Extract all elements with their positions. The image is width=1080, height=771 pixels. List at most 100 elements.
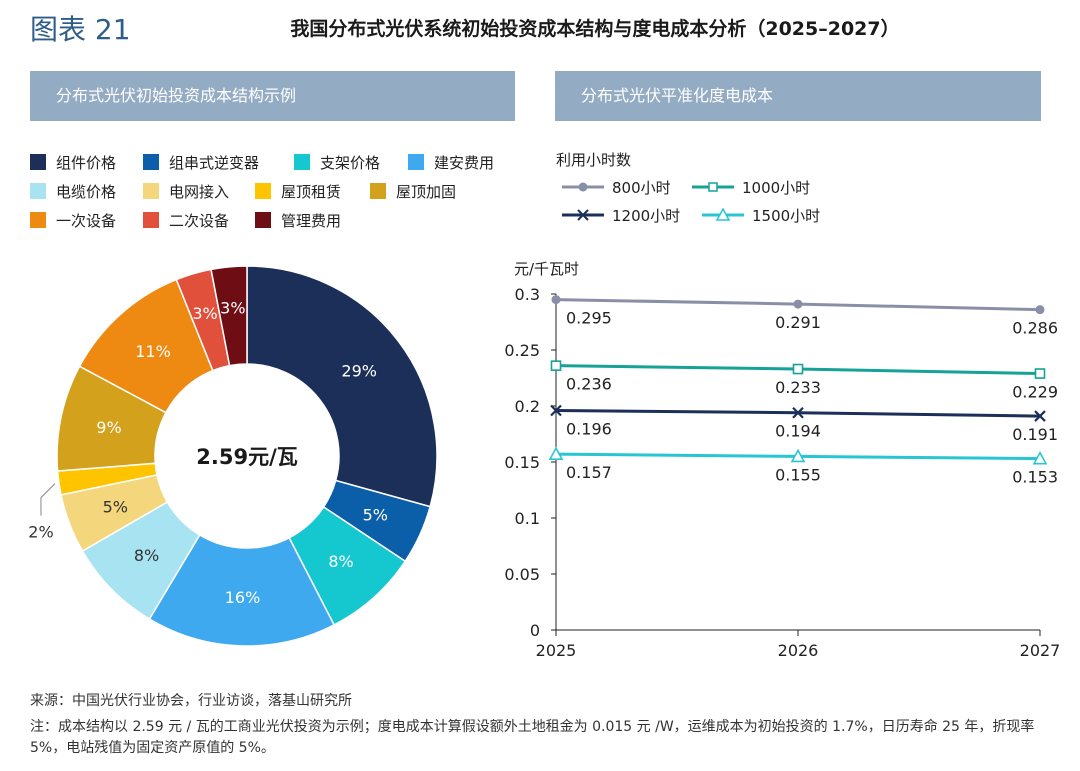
y-tick-label: 0.15 [504, 453, 540, 472]
donut-center-label: 2.59元/瓦 [196, 445, 297, 469]
line-legend-marker [562, 182, 604, 192]
legend-swatch [30, 154, 46, 170]
legend-item: 电网接入 [143, 181, 229, 202]
legend-label: 建安费用 [434, 154, 495, 172]
legend-item: 屋顶租赁 [255, 181, 341, 202]
line-legend-label: 800小时 [612, 179, 671, 197]
x-tick-label: 2026 [778, 641, 819, 660]
legend-item: 屋顶加固 [370, 181, 456, 202]
data-point [1032, 450, 1048, 465]
line-legend-marker [562, 209, 604, 221]
legend-item: 组件价格 [30, 152, 116, 173]
data-label: 0.291 [775, 313, 821, 332]
line-legend-marker [692, 182, 734, 192]
legend-swatch [30, 183, 46, 199]
legend-item: 电缆价格 [30, 181, 116, 202]
data-point [551, 295, 561, 305]
slice-label: 5% [103, 497, 128, 516]
data-label: 0.194 [775, 422, 821, 441]
slice-label: 3% [192, 304, 217, 323]
y-tick-label: 0 [530, 621, 540, 640]
line-legend-item: 1000小时 [690, 177, 810, 198]
slice-label: 8% [134, 546, 159, 565]
line-legend-item: 800小时 [560, 177, 671, 198]
slice-label: 2% [28, 523, 53, 542]
data-point [550, 404, 562, 417]
slice-label: 8% [328, 552, 353, 571]
line-legend-marker [702, 207, 744, 221]
legend-item: 组串式逆变器 [143, 152, 259, 173]
legend-label: 屋顶租赁 [281, 183, 342, 201]
line-legend-item: 1200小时 [560, 205, 680, 226]
donut-slice [148, 533, 336, 647]
data-point [1035, 305, 1045, 315]
legend-label: 组串式逆变器 [169, 154, 260, 172]
left-panel-header: 分布式光伏初始投资成本结构示例 [30, 71, 515, 121]
legend-label: 支架价格 [320, 154, 381, 172]
data-point [548, 446, 564, 460]
legend-label: 管理费用 [281, 212, 342, 230]
line-legend-item: 1500小时 [700, 205, 820, 226]
data-label: 0.295 [566, 309, 612, 328]
y-tick-label: 0.1 [515, 509, 540, 528]
line-legend-title: 利用小时数 [556, 151, 632, 169]
legend-swatch [408, 154, 424, 170]
leader-line [40, 483, 56, 516]
y-axis-title: 元/千瓦时 [514, 260, 579, 278]
data-point [790, 448, 806, 463]
data-label: 0.157 [566, 463, 612, 482]
slice-label: 16% [225, 588, 261, 607]
x-tick-label: 2025 [536, 641, 577, 660]
slice-label: 5% [363, 506, 388, 525]
legend-item: 一次设备 [30, 210, 116, 231]
figure-title: 我国分布式光伏系统初始投资成本结构与度电成本分析（2025–2027） [290, 18, 900, 40]
line-chart: 元/千瓦时 0 0.05 0.1 0.15 0.2 0.25 0.3 2025 2026 2027 0… [504, 260, 1061, 660]
data-label: 0.155 [775, 465, 821, 484]
legend-swatch [255, 183, 271, 199]
data-point [1034, 368, 1046, 379]
legend-item: 二次设备 [143, 210, 229, 231]
legend-label: 屋顶加固 [396, 183, 457, 201]
data-label: 0.236 [566, 375, 612, 394]
slice-label: 9% [96, 418, 121, 437]
data-point [550, 360, 562, 371]
data-label: 0.229 [1012, 383, 1058, 402]
data-label: 0.286 [1012, 319, 1058, 338]
donut-slice [246, 265, 438, 508]
data-label: 0.153 [1012, 468, 1058, 487]
legend-swatch [370, 183, 386, 199]
legend-swatch [143, 183, 159, 199]
legend-label: 一次设备 [56, 212, 117, 230]
x-tick-label: 2027 [1020, 641, 1061, 660]
donut-chart: 29% 5% 8% 16% 8% 5% 2% 9% 11% 3% 3% 2.59元/瓦 [28, 265, 438, 647]
figure-label: 图表 21 [30, 13, 131, 46]
legend-label: 电网接入 [169, 183, 230, 201]
data-label: 0.191 [1012, 425, 1058, 444]
legend-swatch [143, 212, 159, 228]
legend-label: 二次设备 [169, 212, 230, 230]
data-label: 0.233 [775, 378, 821, 397]
y-tick-label: 0.2 [515, 397, 540, 416]
legend-swatch [30, 212, 46, 228]
line-legend-label: 1000小时 [742, 179, 811, 197]
y-tick-label: 0.05 [504, 565, 540, 584]
slice-label: 11% [135, 342, 171, 361]
source-note: 来源：中国光伏行业协会，行业访谈，落基山研究所 [30, 693, 352, 709]
right-panel-header: 分布式光伏平准化度电成本 [555, 71, 1041, 121]
data-point [793, 299, 803, 309]
y-tick-label: 0.3 [515, 285, 540, 304]
data-point [792, 406, 804, 419]
legend-item: 建安费用 [408, 152, 494, 173]
legend-swatch [143, 154, 159, 170]
legend-item: 管理费用 [255, 210, 341, 231]
line-legend-label: 1500小时 [752, 207, 821, 225]
y-tick-label: 0.25 [504, 341, 540, 360]
legend-label: 电缆价格 [56, 183, 117, 201]
donut-slice [210, 265, 248, 367]
legend-label: 组件价格 [56, 154, 117, 172]
legend-swatch [255, 212, 271, 228]
footnote: 注：成本结构以 2.59 元 / 瓦的工商业光伏投资为示例；度电成本计算假设额外… [30, 719, 1035, 756]
slice-label: 29% [341, 362, 377, 381]
data-point [792, 363, 804, 375]
legend-swatch [294, 154, 310, 170]
